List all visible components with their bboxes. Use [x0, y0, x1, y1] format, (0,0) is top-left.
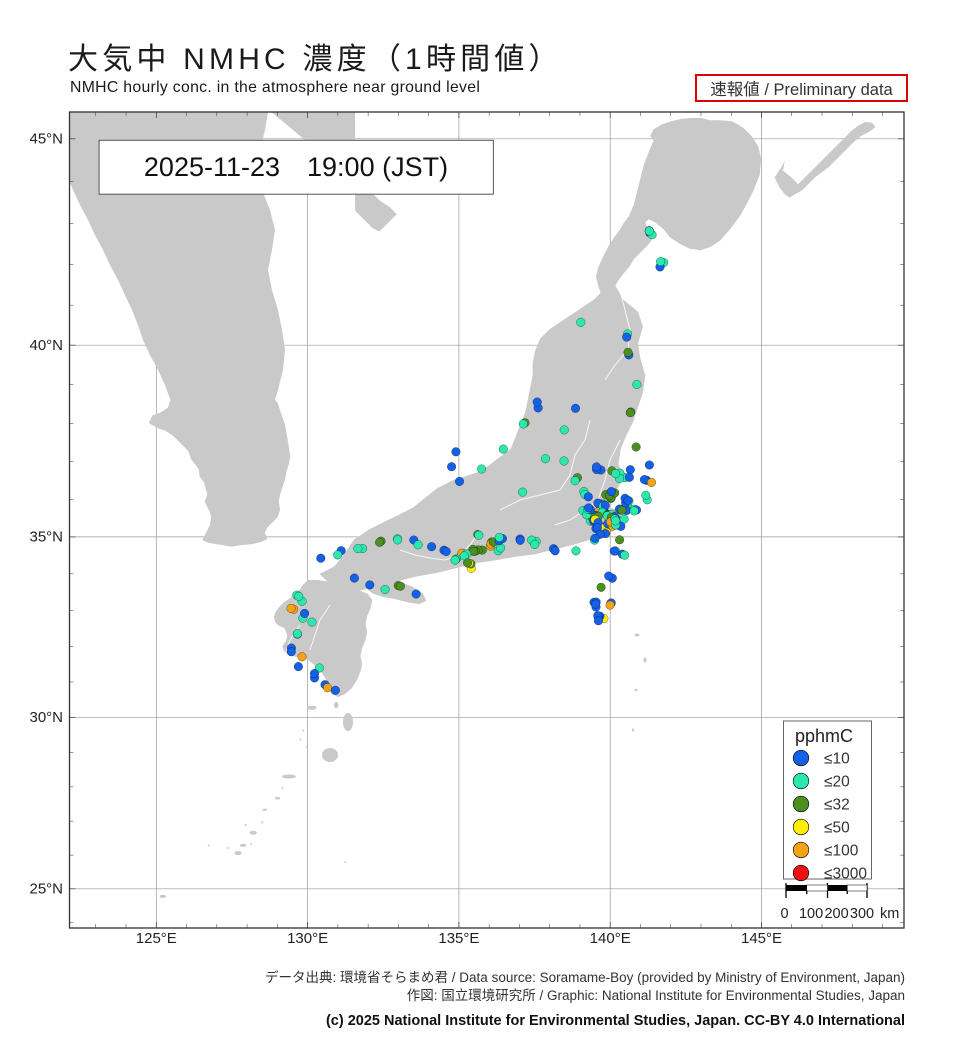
svg-text:125°E: 125°E — [136, 930, 177, 947]
svg-text:200: 200 — [824, 906, 848, 922]
svg-text:140°E: 140°E — [590, 930, 631, 947]
svg-text:130°E: 130°E — [287, 930, 328, 947]
svg-text:25°N: 25°N — [29, 881, 63, 898]
svg-text:≤3000: ≤3000 — [824, 866, 867, 883]
svg-text:≤100: ≤100 — [824, 843, 859, 860]
svg-text:30°N: 30°N — [29, 709, 63, 726]
svg-text:≤50: ≤50 — [824, 820, 850, 837]
svg-text:≤10: ≤10 — [824, 751, 850, 768]
svg-text:0: 0 — [781, 906, 789, 922]
svg-text:2025-11-23 19:00 (JST): 2025-11-23 19:00 (JST) — [144, 152, 448, 182]
svg-text:45°N: 45°N — [29, 131, 63, 148]
svg-text:≤20: ≤20 — [824, 774, 850, 791]
svg-text:135°E: 135°E — [438, 930, 479, 947]
svg-text:km: km — [880, 906, 899, 922]
svg-text:pphmC: pphmC — [795, 726, 853, 746]
svg-text:145°E: 145°E — [741, 930, 782, 947]
svg-text:300: 300 — [850, 906, 874, 922]
svg-text:35°N: 35°N — [29, 529, 63, 546]
svg-text:40°N: 40°N — [29, 337, 63, 354]
svg-text:≤32: ≤32 — [824, 797, 850, 814]
svg-text:100: 100 — [799, 906, 823, 922]
